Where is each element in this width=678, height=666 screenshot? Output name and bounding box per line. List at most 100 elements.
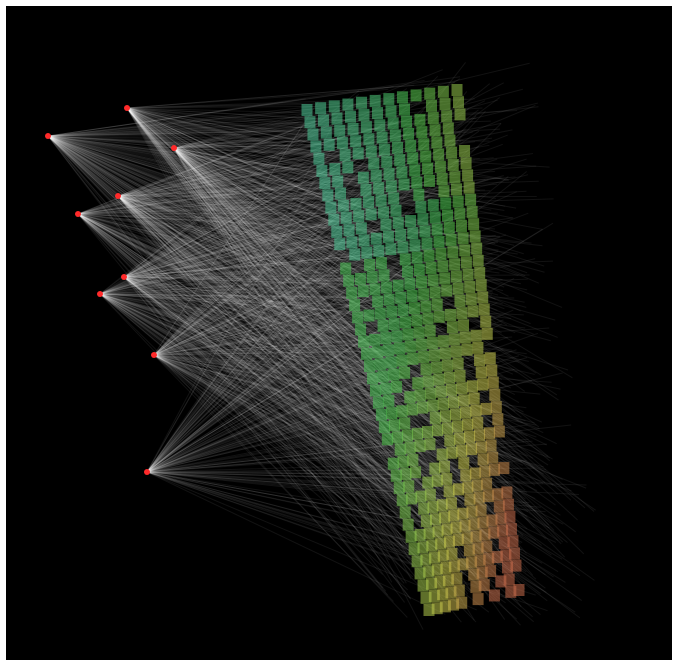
cell [462,169,473,181]
cell [479,304,490,316]
cell [345,111,356,123]
cell [400,253,411,265]
cell [422,477,433,489]
cell [342,99,353,111]
cell [415,491,426,503]
cell [420,300,431,312]
cell [322,189,333,201]
cell [302,104,313,116]
cell [396,166,407,178]
cell [506,523,517,535]
cell [355,324,366,336]
cell [364,259,375,271]
cell [438,335,449,347]
cell [428,274,439,286]
cell [424,250,435,262]
cell [444,135,455,147]
cell [332,175,343,187]
cell [498,462,509,474]
cell [409,239,420,251]
cell [340,263,351,275]
cell [444,222,455,234]
cell [487,452,498,464]
cell [430,124,441,136]
cell [388,117,399,129]
cell [440,347,451,359]
cell [391,330,402,342]
emitter [151,352,157,358]
cell [383,231,394,243]
cell [462,482,473,494]
cell [369,334,380,346]
cell [346,236,357,248]
cell [442,422,453,434]
cell [378,206,389,218]
cell [460,407,471,419]
cell [456,220,467,232]
cell [361,348,372,360]
cell [385,105,396,117]
cell [416,276,427,288]
cell [416,339,427,351]
cell [370,384,381,396]
cell [466,293,477,305]
emitter [115,193,121,199]
cell [436,386,447,398]
cell [427,337,438,349]
cell [459,244,470,256]
cell [460,332,471,344]
cell [467,380,478,392]
cell [406,492,417,504]
cell [400,506,411,518]
cell [446,234,457,246]
cell [358,336,369,348]
cell [379,144,390,156]
cell [411,177,422,189]
cell [467,305,478,317]
cell [377,131,388,143]
cell [458,319,469,331]
cell [427,400,438,412]
cell [315,102,326,114]
cell [404,391,415,403]
cell [374,119,385,131]
cell [464,182,475,194]
cell [453,358,464,370]
emitter [124,105,130,111]
cell [407,290,418,302]
cell [458,457,469,469]
cell [446,447,457,459]
cell [361,121,372,133]
cell [412,252,423,264]
cell [464,431,475,443]
cell [504,511,515,523]
cell [442,360,453,372]
cell [304,116,315,128]
cell [372,295,383,307]
cell [397,91,408,103]
cell [395,444,406,456]
cell [368,158,379,170]
cell [404,278,415,290]
cell [371,233,382,245]
cell [367,271,378,283]
cell [509,547,520,559]
cell [489,589,500,601]
cell [421,363,432,375]
cell [481,403,492,415]
cell [386,306,397,318]
cell [412,377,423,389]
cell [379,421,390,433]
cell [418,138,429,150]
cell [477,291,488,303]
cell [465,194,476,206]
cell [356,222,367,234]
cell [383,395,394,407]
cell [488,377,499,389]
cell [489,389,500,401]
cell [409,164,420,176]
cell [384,168,395,180]
cell [356,97,367,109]
cell [461,157,472,169]
cell [325,202,336,214]
